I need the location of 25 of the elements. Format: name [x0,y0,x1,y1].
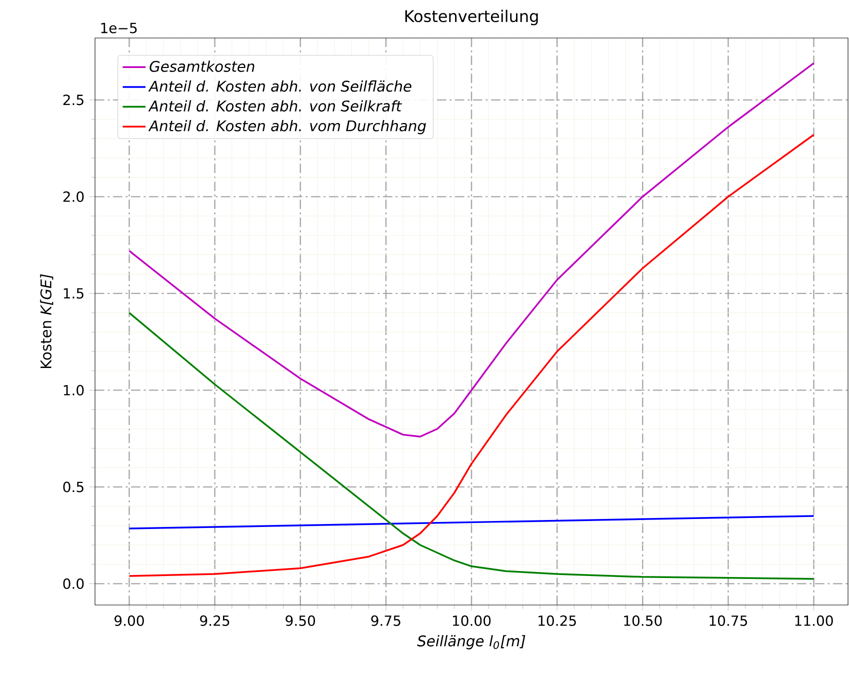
y-axis-title: Kosten K[GE] [40,274,54,368]
chart-title: Kostenverteilung [405,10,538,26]
legend-label: Gesamtkosten [150,60,254,72]
legend-label: Anteil d. Kosten abh. von Seilkraft [148,100,402,112]
x-tick-label: 10.00 [452,615,491,626]
x-tick-label: 9.75 [371,615,400,626]
line-series [128,62,815,438]
x-tick-label: 10.50 [624,615,662,626]
x-tick-label: 9.50 [286,615,316,626]
y-tick-label: 2.5 [63,94,84,106]
text: 1e−5 [101,22,137,34]
y-tick-label: 0.5 [63,482,84,492]
y-tick-label: 1.5 [64,288,84,299]
x-tick-label: 9.25 [200,615,230,626]
y-tick-label: 2.0 [63,191,84,202]
y-tick-label: 1.0 [64,384,84,396]
y-tick-label: 0.0 [63,578,84,589]
legend-label: Anteil d. Kosten abh. von Seilfläche [148,80,412,92]
line-series [128,134,815,577]
x-axis-title: Seillänge l$_{0}$[m] [417,635,526,650]
x-tick-label: 9.00 [114,615,144,626]
x-tick-label: 10.75 [710,615,748,626]
x-tick-label: 10.25 [538,615,576,626]
x-tick-label: 11.00 [795,615,833,626]
legend-label: Anteil d. Kosten abh. vom Durchhang [148,120,426,134]
